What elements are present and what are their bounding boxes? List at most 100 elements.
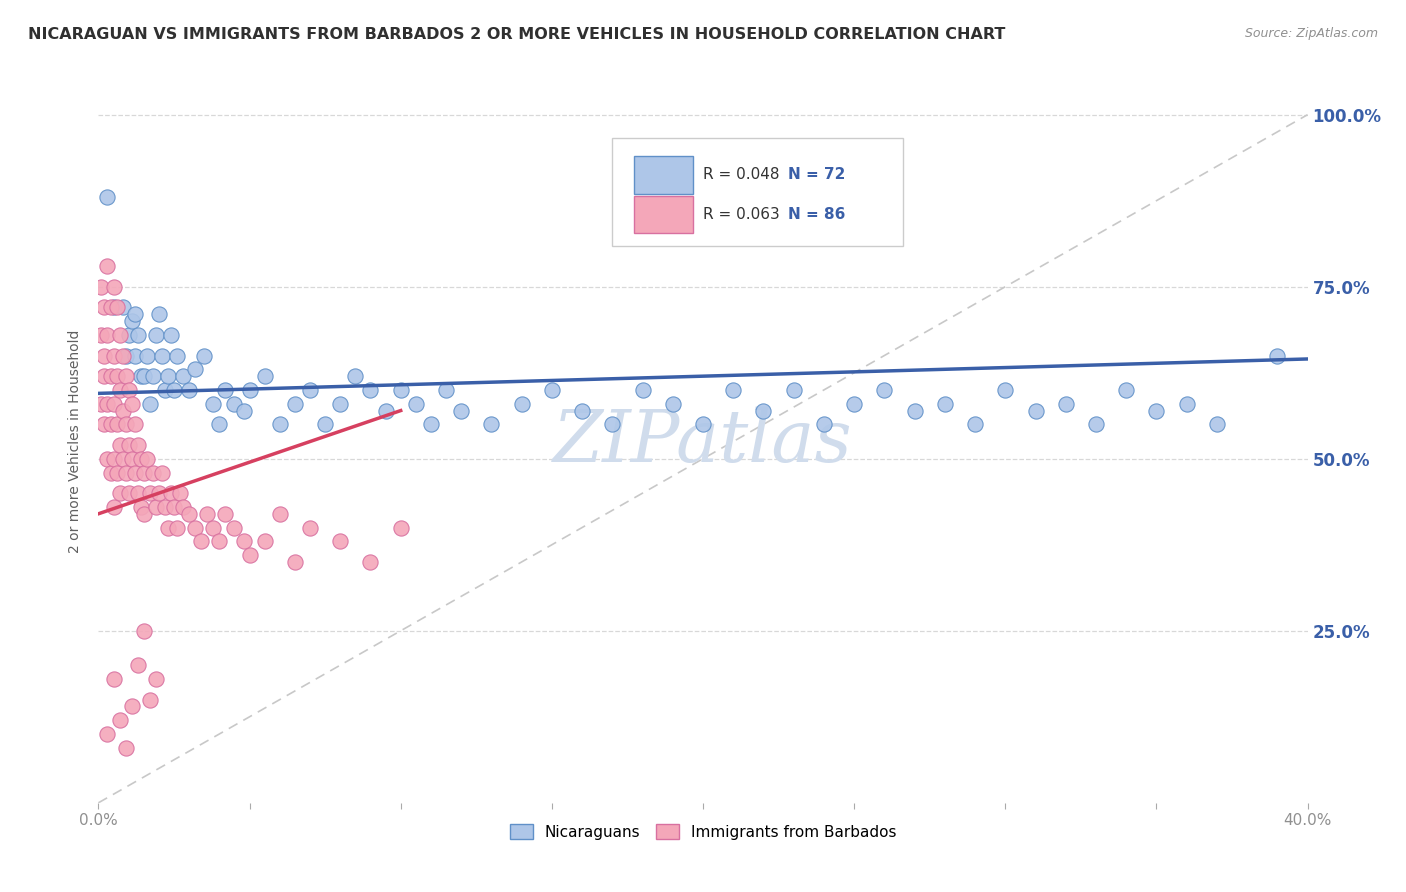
Point <box>1267 349 1289 363</box>
Point <box>103 349 125 363</box>
Point <box>163 500 186 514</box>
Point <box>420 417 443 432</box>
Point <box>434 383 457 397</box>
Point <box>135 451 157 466</box>
Point <box>96 190 118 204</box>
Point <box>374 403 396 417</box>
Point <box>124 307 146 321</box>
Point <box>153 500 176 514</box>
Point <box>103 451 125 466</box>
Point <box>172 369 194 384</box>
Point <box>96 397 118 411</box>
Point <box>118 383 141 397</box>
Point <box>145 327 167 342</box>
Point <box>96 727 118 741</box>
Point <box>114 369 136 384</box>
Point <box>1144 403 1167 417</box>
Point <box>783 383 806 397</box>
Point <box>344 369 367 384</box>
Point <box>202 520 225 534</box>
Point <box>93 349 115 363</box>
Point <box>299 383 322 397</box>
Point <box>329 397 352 411</box>
Point <box>121 314 143 328</box>
Point <box>90 279 112 293</box>
Point <box>132 466 155 480</box>
Point <box>96 451 118 466</box>
Point <box>269 417 291 432</box>
Point <box>108 327 131 342</box>
Point <box>389 520 412 534</box>
Point <box>284 555 307 569</box>
Point <box>232 534 254 549</box>
Point <box>172 500 194 514</box>
Point <box>118 438 141 452</box>
Point <box>904 403 927 417</box>
Point <box>114 466 136 480</box>
Point <box>145 500 167 514</box>
Y-axis label: 2 or more Vehicles in Household: 2 or more Vehicles in Household <box>69 330 83 553</box>
Point <box>208 534 231 549</box>
Point <box>1175 397 1198 411</box>
Point <box>224 397 246 411</box>
Point <box>139 692 162 706</box>
Point <box>160 327 183 342</box>
Point <box>148 486 170 500</box>
Point <box>156 369 179 384</box>
Point <box>132 624 155 638</box>
Point <box>153 383 176 397</box>
Point <box>166 520 188 534</box>
Point <box>150 466 173 480</box>
Point <box>90 397 112 411</box>
Point <box>329 534 352 549</box>
Point <box>108 383 131 397</box>
Point <box>111 349 134 363</box>
Point <box>253 534 276 549</box>
Point <box>124 349 146 363</box>
Text: NICARAGUAN VS IMMIGRANTS FROM BARBADOS 2 OR MORE VEHICLES IN HOUSEHOLD CORRELATI: NICARAGUAN VS IMMIGRANTS FROM BARBADOS 2… <box>28 27 1005 42</box>
Point <box>299 520 322 534</box>
Point <box>163 383 186 397</box>
Point <box>127 486 149 500</box>
Point <box>127 438 149 452</box>
Point <box>93 369 115 384</box>
Point <box>160 486 183 500</box>
Point <box>723 383 745 397</box>
Point <box>108 713 131 727</box>
Point <box>111 403 134 417</box>
Point <box>139 397 162 411</box>
Point <box>844 397 866 411</box>
Point <box>184 520 207 534</box>
Point <box>132 369 155 384</box>
Legend: Nicaraguans, Immigrants from Barbados: Nicaraguans, Immigrants from Barbados <box>503 818 903 846</box>
Point <box>103 279 125 293</box>
Point <box>142 466 165 480</box>
Point <box>1115 383 1137 397</box>
Point <box>124 466 146 480</box>
Point <box>179 383 201 397</box>
Point <box>135 349 157 363</box>
Point <box>96 327 118 342</box>
Point <box>103 500 125 514</box>
Point <box>121 397 143 411</box>
Point <box>202 397 225 411</box>
Point <box>166 349 188 363</box>
Point <box>239 383 262 397</box>
Point <box>121 699 143 714</box>
Point <box>571 403 593 417</box>
Point <box>169 486 191 500</box>
Point <box>100 417 122 432</box>
Point <box>631 383 654 397</box>
Point <box>602 417 624 432</box>
Point <box>105 417 128 432</box>
Point <box>121 451 143 466</box>
Point <box>100 369 122 384</box>
Point <box>124 417 146 432</box>
Point <box>111 301 134 315</box>
Point <box>150 349 173 363</box>
Point <box>145 672 167 686</box>
Point <box>93 301 115 315</box>
Point <box>214 507 236 521</box>
Point <box>873 383 896 397</box>
Point <box>118 486 141 500</box>
